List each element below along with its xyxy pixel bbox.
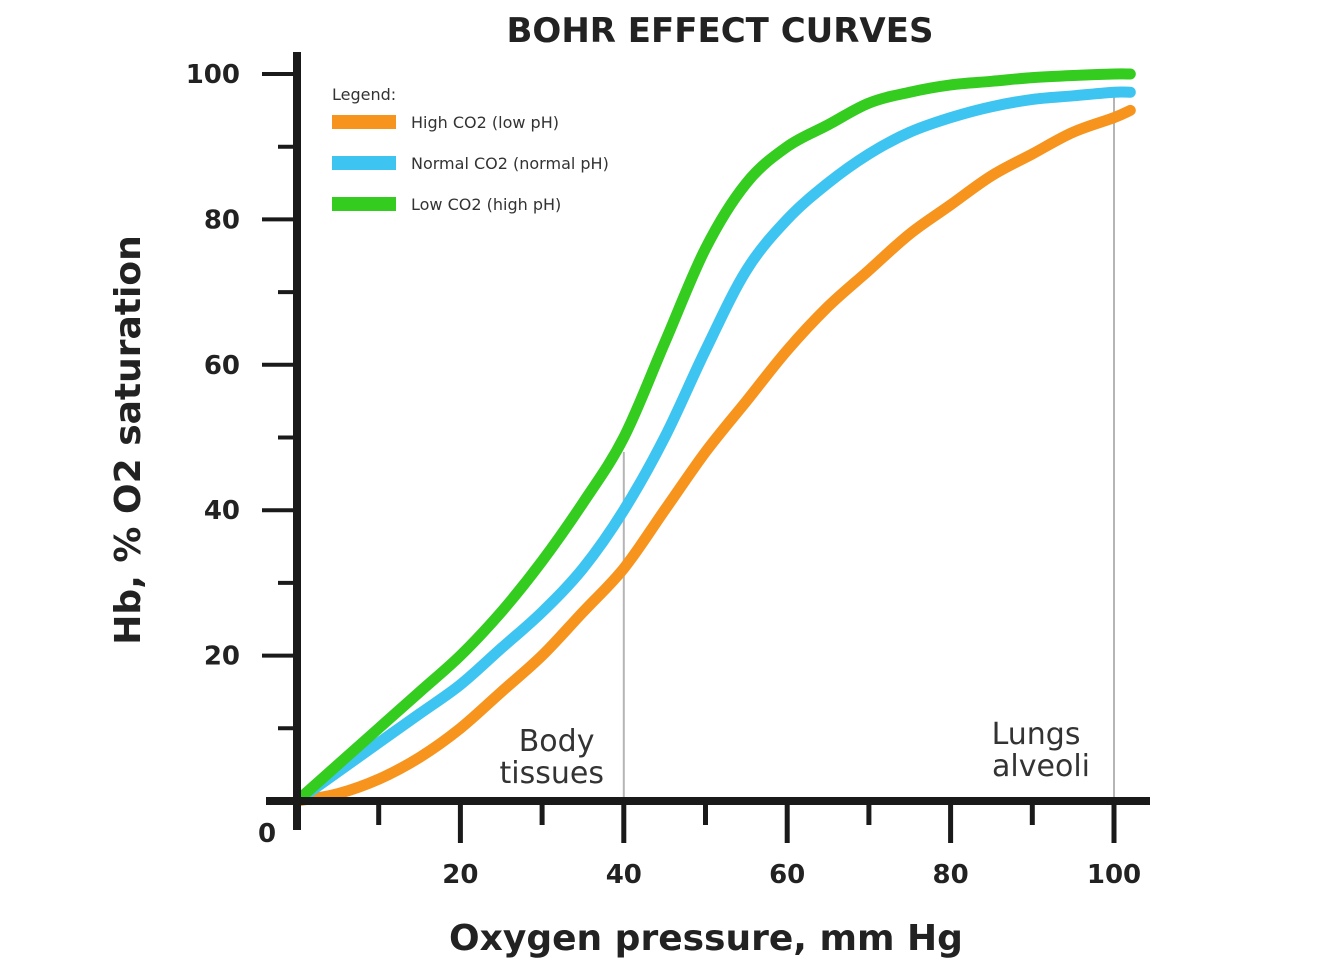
y-axis-label: Hb, % O2 saturation [108,235,149,644]
x-tick-label-60: 60 [769,860,805,890]
y-ticks: 20 40 60 80 100 [186,60,297,731]
x-tick-label-100: 100 [1087,860,1141,890]
x-ticks: 20 40 60 80 100 [376,801,1141,890]
series-curves [291,68,1136,807]
legend-swatch-low-co2-high-ph [332,197,396,211]
annotation-lungs-line1: Lungs [992,717,1081,752]
legend-label-normal-co2-normal-ph: Normal CO2 (normal pH) [411,154,609,173]
y-tick-label-100: 100 [186,60,240,90]
annotations: Body tissues Lungs alveoli [500,717,1090,791]
y-tick-label-20: 20 [204,642,240,672]
annotation-lungs-alveoli: Lungs alveoli [992,717,1090,784]
legend-swatch-high-co2-low-ph [332,115,396,129]
series-line-normal-co2-normal-ph [291,86,1136,807]
y-tick-label-40: 40 [204,496,240,526]
series-line-high-co2-low-ph [291,104,1136,807]
x-tick-label-40: 40 [606,860,642,890]
y-tick-label-60: 60 [204,351,240,381]
reference-lines [622,95,1115,801]
annotation-body-tissues: Body tissues [500,724,604,791]
legend-swatch-normal-co2-normal-ph [332,156,396,170]
annotation-lungs-line2: alveoli [992,749,1090,784]
legend-label-low-co2-high-ph: Low CO2 (high pH) [411,195,561,214]
x-tick-label-20: 20 [442,860,478,890]
annotation-body-line1: Body [519,724,595,759]
legend: Legend: High CO2 (low pH) Normal CO2 (nor… [332,85,609,214]
legend-label-high-co2-low-ph: High CO2 (low pH) [411,113,559,132]
y-tick-label-80: 80 [204,205,240,235]
legend-title: Legend: [332,85,396,104]
x-axis-label: Oxygen pressure, mm Hg [449,918,963,959]
x-tick-label-80: 80 [933,860,969,890]
annotation-body-line2: tissues [500,756,604,791]
origin-label: 0 [258,819,276,849]
chart-title: BOHR EFFECT CURVES [507,11,934,51]
series-line-low-co2-high-ph [291,68,1136,807]
